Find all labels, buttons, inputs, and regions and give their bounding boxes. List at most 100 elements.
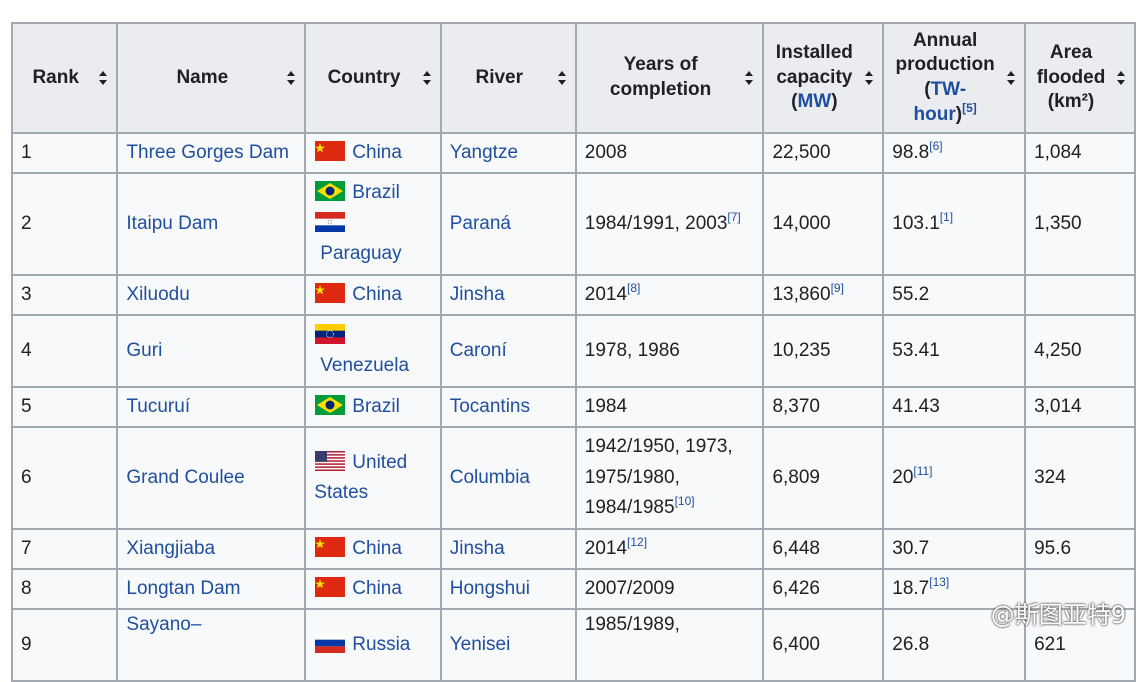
years-value: 2014: [584, 537, 628, 559]
capacity-cell: 10,235: [762, 314, 885, 388]
area-cell: 95.6: [1024, 528, 1136, 570]
table-row: 2 Itaipu Dam Brazil Paraguay Paraná 1984…: [10, 172, 1136, 276]
col-header-production[interactable]: Annual production (TW- hour)[5]: [882, 22, 1027, 134]
country-link[interactable]: China: [352, 537, 402, 559]
col-header-label: Area: [1049, 41, 1093, 63]
reference-link[interactable]: [1]: [939, 209, 954, 224]
dam-link[interactable]: Guri: [126, 339, 163, 361]
capacity-cell: 22,500: [762, 132, 885, 174]
col-header-rank[interactable]: Rank: [10, 22, 119, 134]
watermark: @斯图亚特9: [990, 601, 1126, 629]
river-link[interactable]: Columbia: [449, 466, 530, 488]
country-link[interactable]: Venezuela: [320, 355, 410, 376]
capacity-cell: 6,426: [762, 568, 885, 610]
country-link[interactable]: China: [352, 141, 402, 163]
sort-icon[interactable]: [98, 70, 108, 86]
river-link[interactable]: Tocantins: [449, 395, 530, 417]
country-link[interactable]: States: [314, 482, 369, 503]
russia-flag-icon: [315, 632, 346, 653]
years-cell: 2014[8]: [574, 274, 765, 316]
river-link[interactable]: Jinsha: [449, 283, 505, 305]
reference-link[interactable]: [5]: [962, 100, 977, 115]
reference-link[interactable]: [12]: [627, 534, 648, 549]
table-row: 9 Sayano– Russia Yenisei 1985/1989, 6,40…: [10, 608, 1136, 682]
years-cell: 2014[12]: [574, 528, 765, 570]
col-header-label: Installed: [775, 41, 853, 63]
table-row: 8 Longtan Dam China Hongshui 2007/2009 6…: [10, 568, 1136, 610]
name-cell: Longtan Dam: [116, 568, 307, 610]
river-link[interactable]: Caroní: [449, 339, 507, 361]
country-link[interactable]: United: [352, 451, 408, 473]
river-cell: Jinsha: [439, 274, 577, 316]
country-link[interactable]: Brazil: [352, 182, 400, 204]
dam-link[interactable]: Sayano–: [126, 614, 202, 635]
china-flag-icon: [315, 282, 346, 303]
sort-icon[interactable]: [1006, 70, 1016, 86]
reference-link[interactable]: [11]: [913, 463, 933, 478]
sort-icon[interactable]: [286, 70, 296, 86]
river-cell: Columbia: [439, 426, 577, 530]
reference-link[interactable]: [9]: [830, 280, 844, 295]
dam-link[interactable]: Three Gorges Dam: [126, 141, 290, 163]
brazil-flag-icon: [315, 181, 346, 202]
unit-link-mw[interactable]: MW: [797, 91, 832, 113]
sort-icon[interactable]: [557, 70, 567, 86]
sort-icon[interactable]: [422, 70, 432, 86]
country-cell: China: [304, 568, 442, 610]
venezuela-flag-icon: [315, 323, 346, 344]
table-row: 5 Tucuruí Brazil Tocantins 1984 8,370 41…: [10, 386, 1136, 428]
country-link[interactable]: China: [352, 577, 402, 599]
area-cell: [1024, 274, 1136, 316]
years-cell: 1942/1950, 1973, 1975/1980, 1984/1985[10…: [574, 426, 765, 530]
sort-icon[interactable]: [744, 70, 754, 86]
country-cell: Brazil Paraguay: [304, 172, 442, 276]
country-cell: Venezuela: [304, 314, 442, 388]
unit-link-twh[interactable]: hour: [913, 103, 956, 125]
dam-link[interactable]: Itaipu Dam: [126, 212, 219, 234]
river-link[interactable]: Hongshui: [449, 577, 530, 599]
rank-cell: 2: [10, 172, 119, 276]
river-link[interactable]: Paraná: [449, 212, 511, 234]
country-link[interactable]: Paraguay: [320, 243, 402, 265]
reference-link[interactable]: [7]: [727, 209, 741, 224]
usa-flag-icon: [315, 450, 346, 471]
country-cell: Brazil: [304, 386, 442, 428]
country-link[interactable]: China: [352, 283, 402, 305]
col-header-area[interactable]: Area flooded (km²): [1024, 22, 1136, 134]
reference-link[interactable]: [10]: [674, 494, 695, 509]
col-header-label: capacity: [776, 66, 853, 88]
col-header-capacity[interactable]: Installed capacity (MW): [762, 22, 885, 134]
sort-icon[interactable]: [1116, 70, 1126, 86]
river-link[interactable]: Yangtze: [449, 141, 519, 163]
river-cell: Paraná: [439, 172, 577, 276]
table-row: 1 Three Gorges Dam China Yangtze 2008 22…: [10, 132, 1136, 174]
reference-link[interactable]: [6]: [929, 138, 943, 153]
col-header-country[interactable]: Country: [304, 22, 442, 134]
river-link[interactable]: Jinsha: [449, 537, 505, 559]
area-cell: 1,350: [1024, 172, 1136, 276]
country-link[interactable]: Brazil: [352, 395, 400, 417]
years-value: 1975/1980,: [584, 466, 680, 488]
reference-link[interactable]: [8]: [627, 280, 641, 295]
col-header-years[interactable]: Years of completion: [574, 22, 765, 134]
production-cell: 20[11]: [882, 426, 1027, 530]
dam-link[interactable]: Xiluodu: [126, 283, 190, 305]
col-header-river[interactable]: River: [439, 22, 577, 134]
production-value: 20: [892, 466, 914, 488]
dam-link[interactable]: Tucuruí: [126, 395, 191, 417]
years-cell: 1984/1991, 2003[7]: [574, 172, 765, 276]
col-header-name[interactable]: Name: [116, 22, 307, 134]
country-link[interactable]: Russia: [352, 633, 411, 655]
river-cell: Yangtze: [439, 132, 577, 174]
reference-link[interactable]: [13]: [929, 574, 950, 589]
dam-link[interactable]: Grand Coulee: [126, 466, 245, 488]
dam-link[interactable]: Longtan Dam: [126, 577, 241, 599]
area-cell: 4,250: [1024, 314, 1136, 388]
years-cell: 1984: [574, 386, 765, 428]
dam-link[interactable]: Xiangjiaba: [126, 537, 216, 559]
river-link[interactable]: Yenisei: [449, 633, 511, 655]
sort-icon[interactable]: [864, 70, 874, 86]
rank-cell: 3: [10, 274, 119, 316]
unit-link-twh[interactable]: TW-: [930, 79, 967, 100]
name-cell: Tucuruí: [116, 386, 307, 428]
